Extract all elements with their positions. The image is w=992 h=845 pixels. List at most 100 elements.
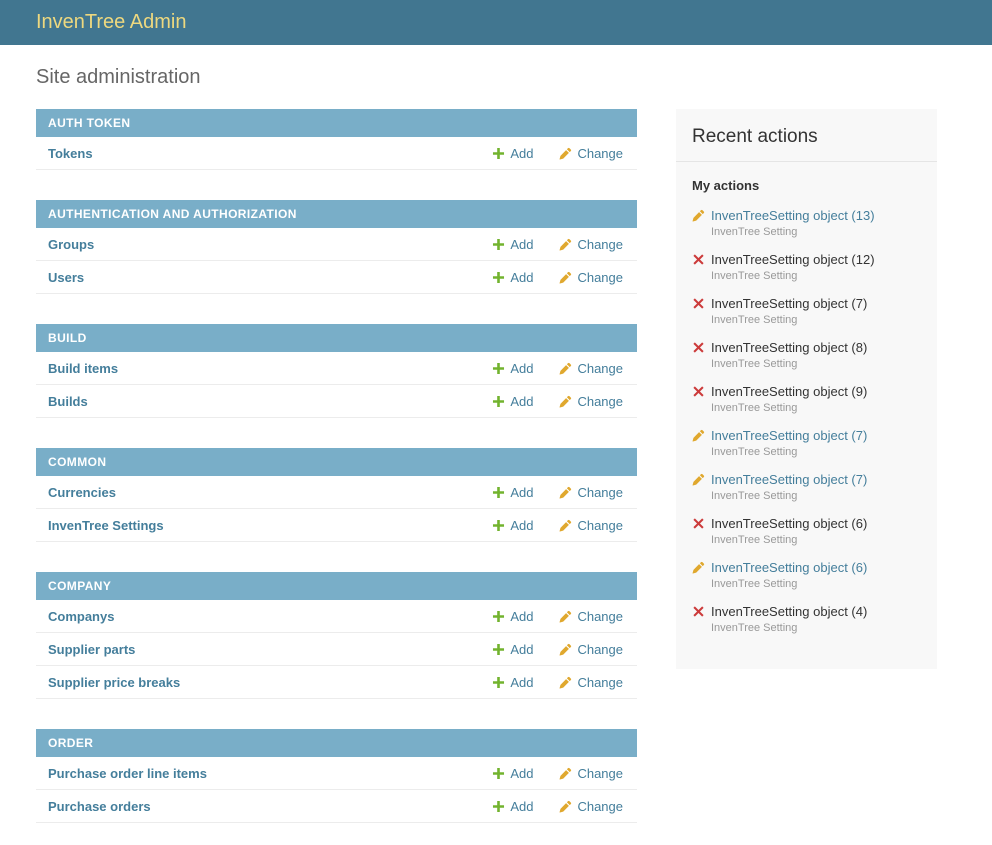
section-rows: Currencies Add Change InvenTree Settings… — [36, 476, 637, 542]
content: AUTH TOKEN Tokens Add Change AUTHENTICAT… — [0, 109, 992, 845]
table-row: Users Add Change — [36, 261, 637, 294]
add-link[interactable]: Add — [492, 394, 533, 409]
change-link[interactable]: Change — [559, 799, 623, 814]
site-title-link[interactable]: InvenTree Admin — [36, 11, 187, 33]
recent-action-type: InvenTree Setting — [711, 622, 798, 634]
recent-actions-title: Recent actions — [692, 126, 818, 147]
pencil-icon — [559, 147, 572, 160]
section-title-link[interactable]: COMMON — [48, 455, 107, 469]
recent-action-link: InvenTreeSetting object (9) — [711, 384, 868, 399]
app-section: AUTH TOKEN Tokens Add Change — [36, 109, 637, 170]
divider — [676, 161, 937, 162]
recent-action-type: InvenTree Setting — [711, 314, 798, 326]
list-item: InvenTreeSetting object (9) InvenTree Se… — [692, 383, 923, 414]
model-link[interactable]: Build items — [48, 360, 119, 376]
section-rows: Companys Add Change Supplier parts Add C… — [36, 600, 637, 699]
plus-icon — [492, 395, 505, 408]
add-link[interactable]: Add — [492, 642, 533, 657]
plus-icon — [492, 800, 505, 813]
change-link[interactable]: Change — [559, 270, 623, 285]
change-link[interactable]: Change — [559, 766, 623, 781]
change-link-label: Change — [577, 236, 623, 252]
add-link-label: Add — [510, 641, 534, 657]
add-link[interactable]: Add — [492, 799, 533, 814]
table-row: Purchase orders Add Change — [36, 790, 637, 823]
change-link[interactable]: Change — [559, 237, 623, 252]
model-link[interactable]: Purchase order line items — [48, 765, 207, 781]
section-title-link[interactable]: BUILD — [48, 331, 87, 345]
change-link-label: Change — [577, 798, 623, 814]
change-link[interactable]: Change — [559, 146, 623, 161]
plus-icon — [492, 362, 505, 375]
pencil-icon — [559, 486, 572, 499]
recent-action-link: InvenTreeSetting object (6) — [711, 516, 868, 531]
list-item: InvenTreeSetting object (8) InvenTree Se… — [692, 339, 923, 370]
plus-icon — [492, 486, 505, 499]
add-link[interactable]: Add — [492, 361, 533, 376]
recent-action-link[interactable]: InvenTreeSetting object (13) — [711, 208, 875, 223]
model-link[interactable]: Groups — [48, 236, 95, 252]
delete-x-icon — [692, 605, 705, 618]
model-link[interactable]: Companys — [48, 608, 115, 624]
add-link[interactable]: Add — [492, 609, 533, 624]
model-link[interactable]: Tokens — [48, 145, 93, 161]
add-link-label: Add — [510, 269, 534, 285]
recent-action-type: InvenTree Setting — [711, 446, 798, 458]
delete-x-icon — [692, 517, 705, 530]
recent-action-type: InvenTree Setting — [711, 490, 798, 502]
change-link-label: Change — [577, 517, 623, 533]
recent-action-type: InvenTree Setting — [711, 270, 798, 282]
pencil-icon — [559, 610, 572, 623]
model-link[interactable]: Supplier price breaks — [48, 674, 181, 690]
delete-x-icon — [692, 341, 705, 354]
pencil-icon — [559, 676, 572, 689]
section-rows: Build items Add Change Builds Add Change — [36, 352, 637, 418]
add-link[interactable]: Add — [492, 675, 533, 690]
recent-action-link[interactable]: InvenTreeSetting object (7) — [711, 428, 868, 443]
model-link[interactable]: Builds — [48, 393, 88, 409]
change-link[interactable]: Change — [559, 675, 623, 690]
recent-action-type: InvenTree Setting — [711, 402, 798, 414]
list-item: InvenTreeSetting object (6) InvenTree Se… — [692, 559, 923, 590]
model-link[interactable]: Supplier parts — [48, 641, 136, 657]
add-link[interactable]: Add — [492, 518, 533, 533]
recent-actions-panel: Recent actions My actions InvenTreeSetti… — [676, 109, 937, 669]
recent-action-link[interactable]: InvenTreeSetting object (6) — [711, 560, 868, 575]
change-link[interactable]: Change — [559, 394, 623, 409]
section-title-link[interactable]: ORDER — [48, 736, 94, 750]
section-title-link[interactable]: COMPANY — [48, 579, 112, 593]
add-link[interactable]: Add — [492, 485, 533, 500]
section-title-link[interactable]: AUTHENTICATION AND AUTHORIZATION — [48, 207, 297, 221]
add-link[interactable]: Add — [492, 237, 533, 252]
section-header: BUILD — [36, 324, 637, 352]
add-link-label: Add — [510, 236, 534, 252]
add-link[interactable]: Add — [492, 766, 533, 781]
model-link[interactable]: InvenTree Settings — [48, 517, 164, 533]
model-link[interactable]: Purchase orders — [48, 798, 151, 814]
pencil-icon — [559, 362, 572, 375]
section-title-link[interactable]: AUTH TOKEN — [48, 116, 131, 130]
section-header: AUTH TOKEN — [36, 109, 637, 137]
plus-icon — [492, 238, 505, 251]
delete-x-icon — [692, 297, 705, 310]
add-link[interactable]: Add — [492, 270, 533, 285]
change-link[interactable]: Change — [559, 485, 623, 500]
model-link[interactable]: Users — [48, 269, 85, 285]
add-link-label: Add — [510, 360, 534, 376]
pencil-icon — [559, 519, 572, 532]
table-row: Tokens Add Change — [36, 137, 637, 170]
my-actions-heading: My actions — [692, 178, 760, 193]
change-link-label: Change — [577, 393, 623, 409]
app-list: AUTH TOKEN Tokens Add Change AUTHENTICAT… — [36, 109, 637, 845]
add-link[interactable]: Add — [492, 146, 533, 161]
recent-action-link[interactable]: InvenTreeSetting object (7) — [711, 472, 868, 487]
model-link[interactable]: Currencies — [48, 484, 116, 500]
change-link-label: Change — [577, 765, 623, 781]
section-header: COMMON — [36, 448, 637, 476]
change-link[interactable]: Change — [559, 361, 623, 376]
change-link[interactable]: Change — [559, 609, 623, 624]
change-link[interactable]: Change — [559, 518, 623, 533]
change-link[interactable]: Change — [559, 642, 623, 657]
add-link-label: Add — [510, 517, 534, 533]
pencil-icon — [692, 473, 705, 486]
